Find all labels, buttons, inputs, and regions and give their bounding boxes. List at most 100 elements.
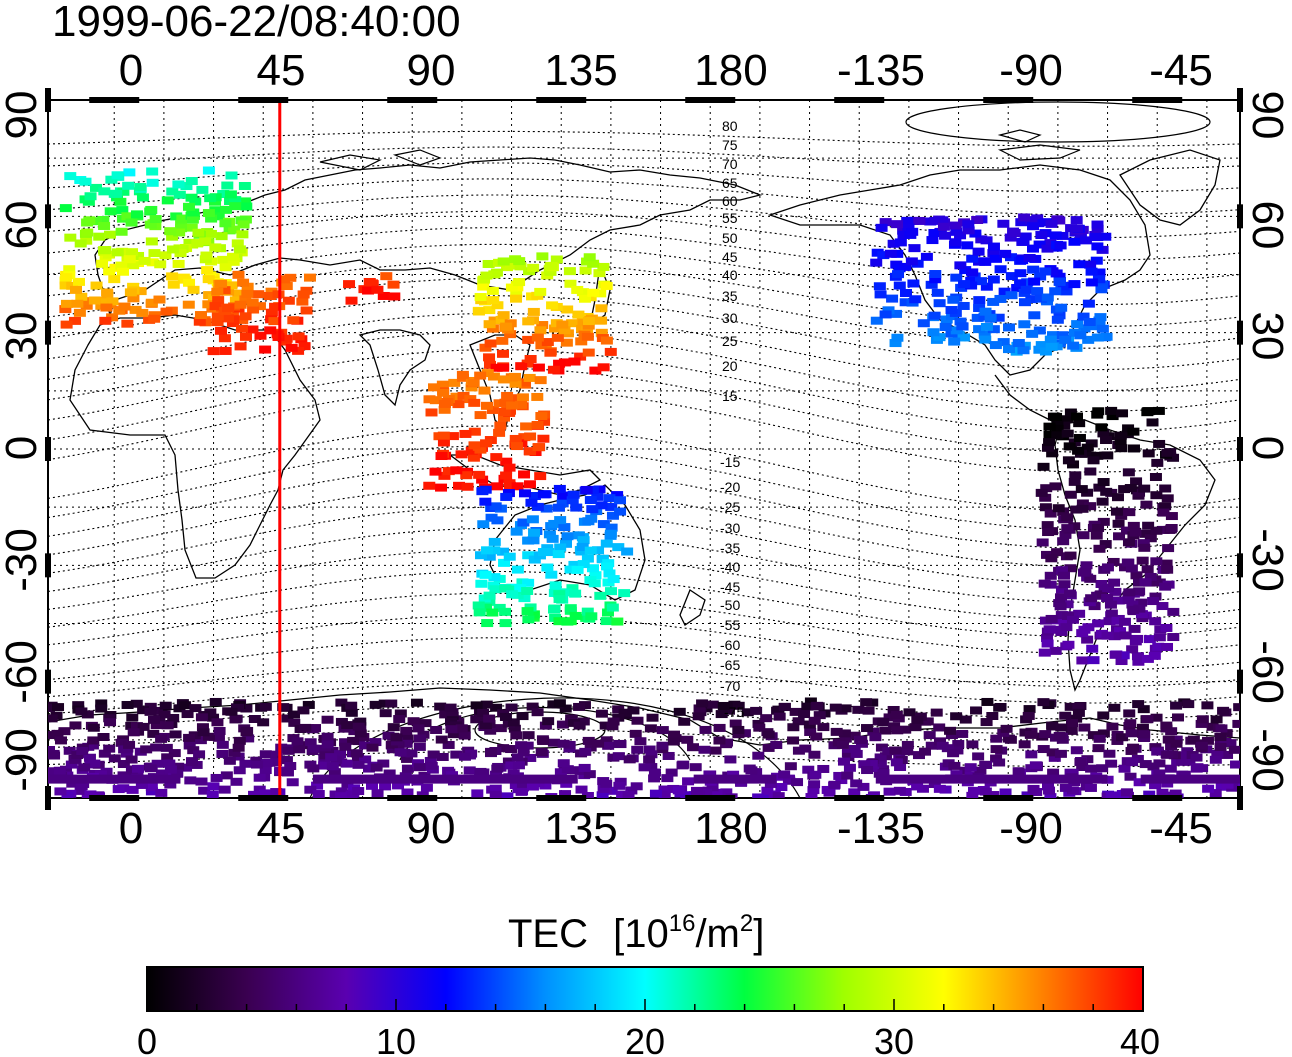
tec-cell <box>241 726 254 735</box>
tec-cell <box>1153 769 1166 778</box>
tec-cell <box>600 539 613 548</box>
tec-cell <box>490 703 503 712</box>
contour-label-s5: -40 <box>720 559 740 575</box>
tec-cell <box>1228 745 1240 754</box>
colorbar-tick-40: 40 <box>1120 1021 1160 1057</box>
tec-cell <box>612 543 625 552</box>
tec-cell <box>603 494 616 503</box>
tec-cell <box>204 708 217 717</box>
tec-cell <box>1167 607 1180 616</box>
tec-cell <box>1004 233 1017 242</box>
tec-cell <box>467 378 480 387</box>
tec-cell <box>234 342 247 351</box>
tec-cell <box>104 207 117 216</box>
tec-cell <box>366 743 379 752</box>
tec-cell <box>284 762 297 771</box>
tec-cell <box>703 770 716 779</box>
tec-cell <box>1172 713 1185 722</box>
tec-cell <box>252 290 265 299</box>
tec-cell <box>1109 650 1122 659</box>
tec-cell <box>64 233 77 242</box>
tec-cell <box>171 769 184 778</box>
tec-cell <box>326 762 339 771</box>
tec-cell <box>235 324 248 333</box>
tec-cell <box>563 267 576 276</box>
tec-cell <box>970 706 983 715</box>
tec-cell <box>648 768 661 777</box>
tec-cell <box>61 791 74 798</box>
tec-cell <box>600 736 613 745</box>
contour-label-n5: 55 <box>722 210 738 226</box>
tec-cell <box>456 370 469 379</box>
tec-cell <box>805 793 818 798</box>
tec-cell <box>489 585 502 594</box>
tec-cell <box>217 189 230 198</box>
tec-cell <box>568 560 581 569</box>
tec-cell <box>1114 431 1127 440</box>
tec-cell <box>724 755 737 764</box>
tec-cell <box>1108 632 1121 641</box>
tec-cell <box>228 225 241 234</box>
tec-cell <box>450 392 463 401</box>
tec-cell <box>874 760 887 769</box>
tec-cell <box>693 704 706 713</box>
tec-cell <box>437 438 450 447</box>
tec-cell <box>471 789 484 798</box>
tec-cell <box>531 392 544 401</box>
tec-cell <box>1005 272 1018 281</box>
tec-cell <box>1025 295 1038 304</box>
tec-cell <box>994 265 1007 274</box>
tec-cell <box>597 262 610 271</box>
tec-cell <box>458 731 471 740</box>
tec-cell <box>66 281 79 290</box>
tec-cell <box>465 383 478 392</box>
tec-cell <box>507 769 520 778</box>
tec-cell <box>334 792 347 798</box>
timestamp-title: 1999-06-22/08:40:00 <box>52 0 461 46</box>
tec-cell <box>489 784 502 793</box>
tec-cell <box>547 365 560 374</box>
tec-cell <box>1072 708 1085 717</box>
tec-cell <box>1122 468 1135 477</box>
tec-cell <box>1176 757 1189 766</box>
tec-cell <box>933 333 946 342</box>
lon-bottom-2: 90 <box>407 804 456 853</box>
lon-top-4: 180 <box>694 46 767 95</box>
contour-label-n0: 80 <box>722 118 738 134</box>
tec-cell <box>1040 484 1053 493</box>
tec-cell <box>1039 267 1052 276</box>
tec-cell <box>109 263 122 272</box>
tec-cell <box>446 708 459 717</box>
colorbar-unit-open: [10 <box>613 912 669 956</box>
tec-cell <box>108 754 121 763</box>
tec-cell <box>1091 333 1104 342</box>
tec-cell <box>138 256 151 265</box>
tec-cell <box>365 781 378 790</box>
tec-cell <box>59 305 72 314</box>
tec-cell <box>560 338 573 347</box>
tec-cell <box>839 704 852 713</box>
tec-cell <box>1011 283 1024 292</box>
tec-cell <box>584 546 597 555</box>
mag-contour <box>48 130 1240 147</box>
tec-cell <box>569 589 582 598</box>
tec-cell <box>644 724 657 733</box>
tec-cell <box>1120 526 1133 535</box>
tec-cell <box>103 744 116 753</box>
tec-cell <box>371 285 384 294</box>
tec-cell <box>760 714 773 723</box>
tec-cell <box>882 306 895 315</box>
tec-cell <box>625 786 638 795</box>
tec-cell <box>762 730 775 739</box>
tec-cell <box>1147 762 1160 771</box>
tec-cell <box>537 547 550 556</box>
tec-cell <box>1081 635 1094 644</box>
tec-cell <box>1036 538 1049 547</box>
tec-cell <box>888 722 901 731</box>
tec-cell <box>401 764 414 773</box>
tec-cell <box>957 301 970 310</box>
tec-cell <box>802 765 815 774</box>
tec-cell <box>339 742 352 751</box>
tec-cell <box>1124 772 1137 781</box>
tec-cell <box>148 249 161 258</box>
